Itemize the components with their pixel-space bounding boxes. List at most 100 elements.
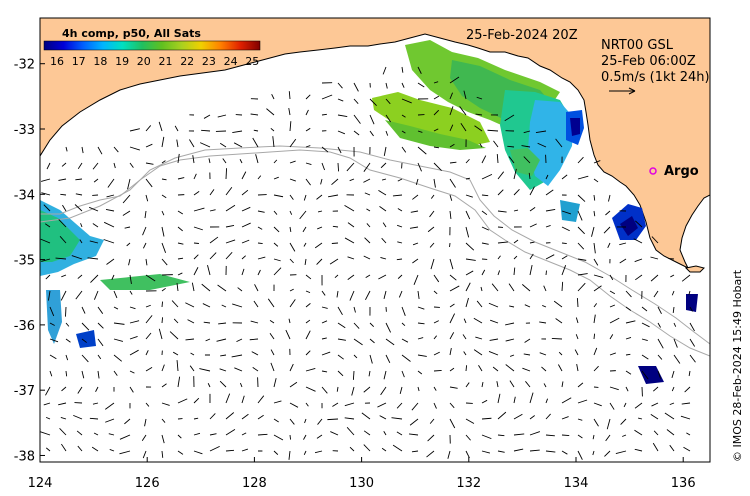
current-vector xyxy=(221,304,227,308)
current-vector xyxy=(353,98,359,105)
current-vector xyxy=(396,431,403,436)
vector-scale-arrow xyxy=(609,87,636,95)
current-vector xyxy=(113,338,124,342)
current-vector xyxy=(241,268,245,276)
current-vector xyxy=(203,114,211,119)
current-vector xyxy=(363,386,371,393)
current-vector xyxy=(449,347,452,356)
current-vector xyxy=(523,156,531,164)
current-vector xyxy=(683,446,691,452)
current-vector xyxy=(75,290,83,300)
current-vector xyxy=(609,386,619,391)
current-vector xyxy=(401,66,404,73)
current-vector xyxy=(81,306,86,314)
current-vector xyxy=(113,146,119,153)
current-vector xyxy=(673,354,681,364)
current-vector xyxy=(460,123,467,132)
current-vector xyxy=(365,274,371,279)
current-vector xyxy=(513,239,519,244)
current-vector xyxy=(161,178,167,181)
current-vector xyxy=(105,418,115,423)
current-vector xyxy=(381,237,387,244)
current-vector xyxy=(463,318,467,324)
current-vector xyxy=(129,336,138,340)
current-vector xyxy=(58,219,67,228)
current-vector xyxy=(288,91,291,100)
current-vector xyxy=(522,367,531,372)
current-vector xyxy=(385,354,391,364)
current-vector xyxy=(257,433,268,436)
current-vector xyxy=(638,417,643,420)
current-vector xyxy=(193,450,203,455)
current-vector xyxy=(93,432,99,436)
current-vector xyxy=(40,238,51,244)
current-vector xyxy=(429,242,435,248)
current-vector xyxy=(481,381,484,388)
current-vector xyxy=(161,364,165,372)
current-vector xyxy=(161,383,167,388)
current-vector xyxy=(681,274,691,282)
current-vector xyxy=(634,429,643,436)
current-vector xyxy=(369,114,375,125)
current-vector xyxy=(652,386,659,392)
current-vector xyxy=(49,306,55,317)
current-vector xyxy=(113,306,119,310)
current-vector xyxy=(91,446,99,452)
current-vector xyxy=(462,334,467,340)
current-vector xyxy=(161,287,166,292)
current-vector xyxy=(219,142,227,148)
current-vector xyxy=(353,130,360,136)
current-vector xyxy=(59,236,67,244)
current-vector xyxy=(529,186,535,196)
current-vector xyxy=(73,414,83,420)
current-vector xyxy=(225,168,228,180)
current-vector xyxy=(241,395,245,404)
current-vector xyxy=(650,274,659,282)
current-vector xyxy=(465,434,471,441)
current-vector xyxy=(397,241,403,244)
current-vector xyxy=(337,114,348,118)
current-vector xyxy=(272,136,275,148)
current-vector xyxy=(161,258,168,266)
current-vector xyxy=(314,450,323,454)
current-vector xyxy=(593,285,602,292)
current-vector xyxy=(241,413,249,420)
current-vector xyxy=(686,432,691,436)
current-vector xyxy=(193,432,201,436)
current-vector xyxy=(109,449,115,452)
current-vector xyxy=(529,449,540,452)
y-tick-label: -32 xyxy=(14,58,35,73)
current-vector xyxy=(481,399,488,404)
current-vector xyxy=(187,319,195,324)
current-vector xyxy=(529,264,533,276)
current-vector xyxy=(321,113,327,116)
current-vector xyxy=(346,426,355,436)
current-vector xyxy=(397,208,403,212)
current-vector xyxy=(670,274,675,278)
current-vector xyxy=(41,258,51,262)
current-vector xyxy=(635,220,643,228)
current-vector xyxy=(75,178,83,181)
current-vector xyxy=(689,322,695,332)
current-vector xyxy=(305,274,312,280)
current-vector xyxy=(328,194,339,198)
current-vector xyxy=(608,194,611,202)
current-vector xyxy=(353,322,360,329)
current-vector xyxy=(465,297,469,308)
current-vector xyxy=(316,434,323,439)
current-vector xyxy=(273,450,279,455)
current-vector xyxy=(577,450,583,460)
current-vector xyxy=(129,162,134,168)
current-vector xyxy=(320,178,323,185)
current-vector xyxy=(449,76,460,84)
current-vector xyxy=(545,434,555,437)
current-vector xyxy=(641,370,649,380)
current-vector xyxy=(113,354,123,362)
current-vector xyxy=(521,284,531,292)
current-vector xyxy=(509,354,515,357)
current-vector xyxy=(193,397,200,404)
current-vector xyxy=(305,290,311,294)
current-vector xyxy=(689,306,693,312)
current-vector xyxy=(288,318,291,324)
current-vector xyxy=(241,171,247,180)
